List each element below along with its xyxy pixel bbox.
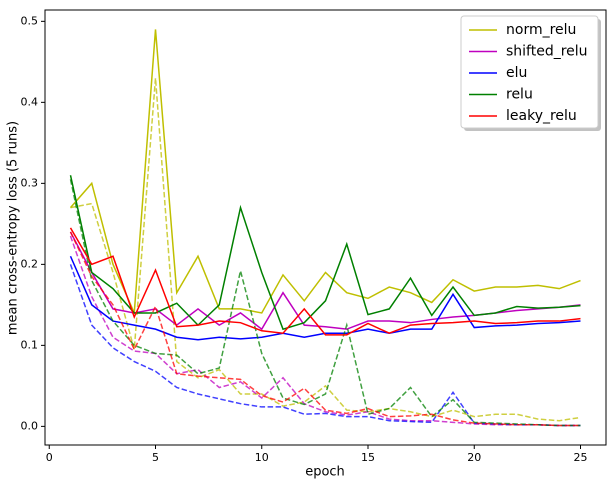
line	[69, 227, 581, 336]
legend-label: relu	[506, 87, 533, 103]
x-tick-label: 20	[467, 451, 481, 464]
line	[69, 29, 581, 314]
x-axis-label: epoch	[305, 465, 345, 480]
legend-label: norm_relu	[506, 22, 576, 38]
dashed-line	[69, 235, 581, 427]
dashed-line	[70, 77, 581, 422]
line	[69, 255, 581, 341]
line	[69, 175, 581, 331]
y-tick-label: 0.5	[21, 14, 39, 27]
y-tick-label: 0.3	[21, 176, 39, 189]
y-tick-label: 0.4	[21, 95, 39, 108]
y-tick-label: 0.1	[21, 338, 39, 351]
y-axis-label: mean cross-entropy loss (5 runs)	[6, 121, 21, 335]
y-tick-label: 0.2	[21, 257, 39, 270]
x-tick-label: 10	[255, 451, 269, 464]
x-tick-label: 25	[574, 451, 588, 464]
x-tick-label: 0	[46, 451, 53, 464]
legend-box	[460, 15, 599, 129]
legend-label: elu	[506, 65, 527, 81]
dashed-line	[69, 231, 581, 427]
line	[69, 231, 581, 331]
legend-label: shifted_relu	[506, 44, 588, 60]
legend-label: leaky_relu	[506, 108, 577, 124]
x-tick-label: 5	[152, 451, 159, 464]
y-tick-label: 0.0	[21, 419, 39, 432]
plot-frame	[44, 9, 607, 446]
dashed-line	[69, 179, 581, 427]
x-tick-label: 15	[361, 451, 375, 464]
